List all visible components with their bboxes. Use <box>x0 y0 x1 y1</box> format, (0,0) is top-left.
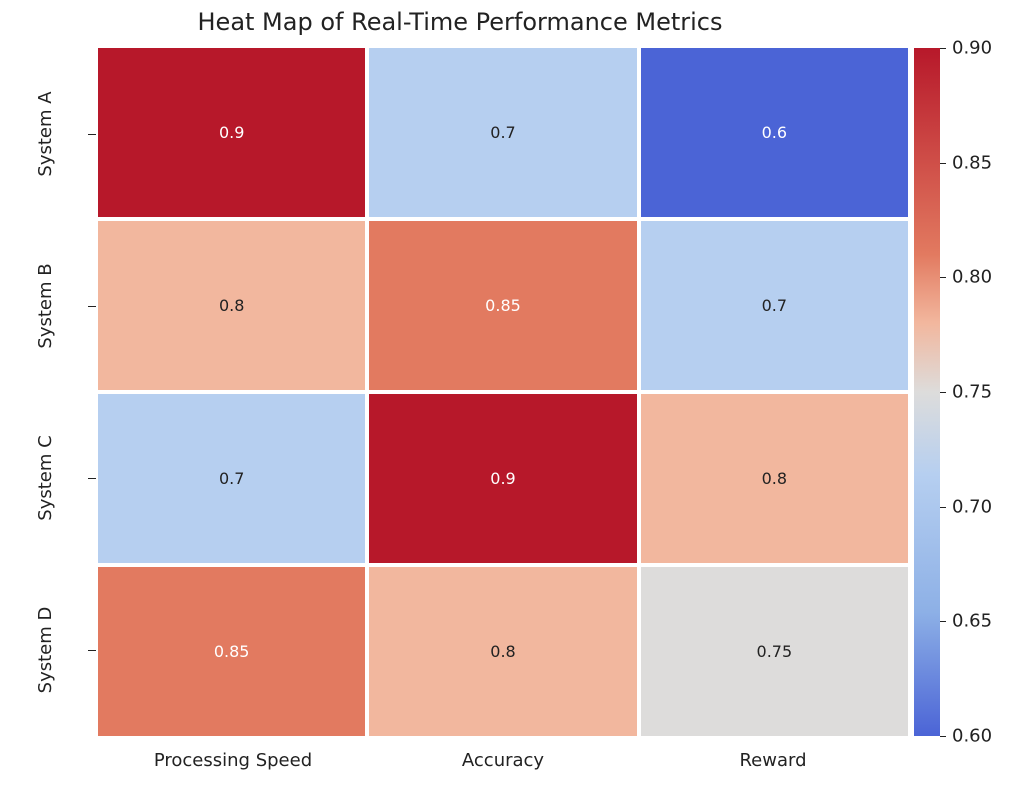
colorbar-tick-label: 0.75 <box>952 382 992 403</box>
colorbar-tick <box>940 277 946 278</box>
colorbar-ticks: 0.600.650.700.750.800.850.90 <box>940 48 990 736</box>
heatmap-cell: 0.9 <box>98 48 365 217</box>
colorbar-tick-label: 0.80 <box>952 267 992 288</box>
colorbar-tick <box>940 48 946 49</box>
chart-title: Heat Map of Real-Time Performance Metric… <box>0 8 920 36</box>
x-label: Processing Speed <box>98 744 368 784</box>
colorbar-tick-label: 0.70 <box>952 496 992 517</box>
heatmap-cell: 0.85 <box>98 567 365 736</box>
x-label: Reward <box>638 744 908 784</box>
colorbar-gradient <box>914 48 940 736</box>
colorbar: 0.600.650.700.750.800.850.90 <box>914 48 984 736</box>
heatmap-cell: 0.7 <box>641 221 908 390</box>
colorbar-tick-label: 0.65 <box>952 611 992 632</box>
heatmap-cell: 0.8 <box>98 221 365 390</box>
y-tick <box>88 650 96 651</box>
heatmap-cell: 0.8 <box>641 394 908 563</box>
y-axis-labels: System A System B System C System D <box>0 48 90 736</box>
heatmap-grid: 0.90.70.60.80.850.70.70.90.80.850.80.75 <box>98 48 908 736</box>
heatmap-cell: 0.9 <box>369 394 636 563</box>
colorbar-tick <box>940 736 946 737</box>
heatmap-cell: 0.85 <box>369 221 636 390</box>
heatmap-cell: 0.7 <box>369 48 636 217</box>
y-tick <box>88 306 96 307</box>
y-tick <box>88 134 96 135</box>
x-label: Accuracy <box>368 744 638 784</box>
heatmap-cell: 0.75 <box>641 567 908 736</box>
colorbar-tick <box>940 507 946 508</box>
colorbar-tick <box>940 392 946 393</box>
heatmap-chart: Heat Map of Real-Time Performance Metric… <box>0 0 1024 810</box>
colorbar-tick <box>940 163 946 164</box>
colorbar-tick-label: 0.60 <box>952 726 992 747</box>
colorbar-tick <box>940 621 946 622</box>
x-axis-labels: Processing Speed Accuracy Reward <box>98 744 908 784</box>
heatmap-cell: 0.6 <box>641 48 908 217</box>
heatmap-cell: 0.8 <box>369 567 636 736</box>
colorbar-tick-label: 0.90 <box>952 38 992 59</box>
heatmap-cell: 0.7 <box>98 394 365 563</box>
y-tick <box>88 478 96 479</box>
colorbar-tick-label: 0.85 <box>952 152 992 173</box>
